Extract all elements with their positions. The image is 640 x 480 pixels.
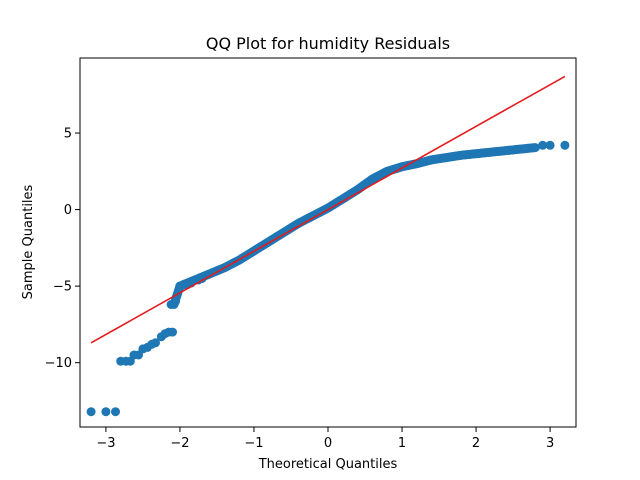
x-tick-label: 1 — [398, 436, 406, 451]
x-axis-label: Theoretical Quantiles — [258, 457, 398, 472]
data-point — [111, 407, 120, 417]
y-tick-label: −5 — [53, 280, 72, 295]
reference-line-layer — [90, 75, 566, 344]
reference-line — [90, 75, 566, 344]
x-axis: −3 −2 −1 0 1 2 3 — [96, 427, 554, 451]
x-tick-label: 0 — [324, 436, 332, 451]
data-point — [530, 143, 540, 153]
data-point — [560, 140, 570, 150]
y-axis: −10 −5 0 5 — [45, 127, 80, 371]
chart-title: QQ Plot for humidity Residuals — [206, 34, 450, 53]
data-point — [538, 140, 548, 150]
y-axis-label: Sample Quantiles — [21, 184, 36, 299]
x-tick-label: −1 — [244, 436, 263, 451]
data-point — [101, 407, 111, 417]
y-tick-label: −10 — [45, 356, 72, 371]
x-tick-label: 2 — [472, 436, 480, 451]
data-point — [151, 338, 160, 348]
x-tick-label: −3 — [96, 436, 115, 451]
x-tick-label: −2 — [170, 436, 189, 451]
data-point — [86, 407, 96, 417]
y-tick-label: 5 — [64, 127, 72, 142]
y-tick-label: 0 — [64, 203, 72, 218]
data-point — [168, 327, 177, 337]
x-tick-label: 3 — [546, 436, 554, 451]
data-point — [545, 140, 555, 150]
